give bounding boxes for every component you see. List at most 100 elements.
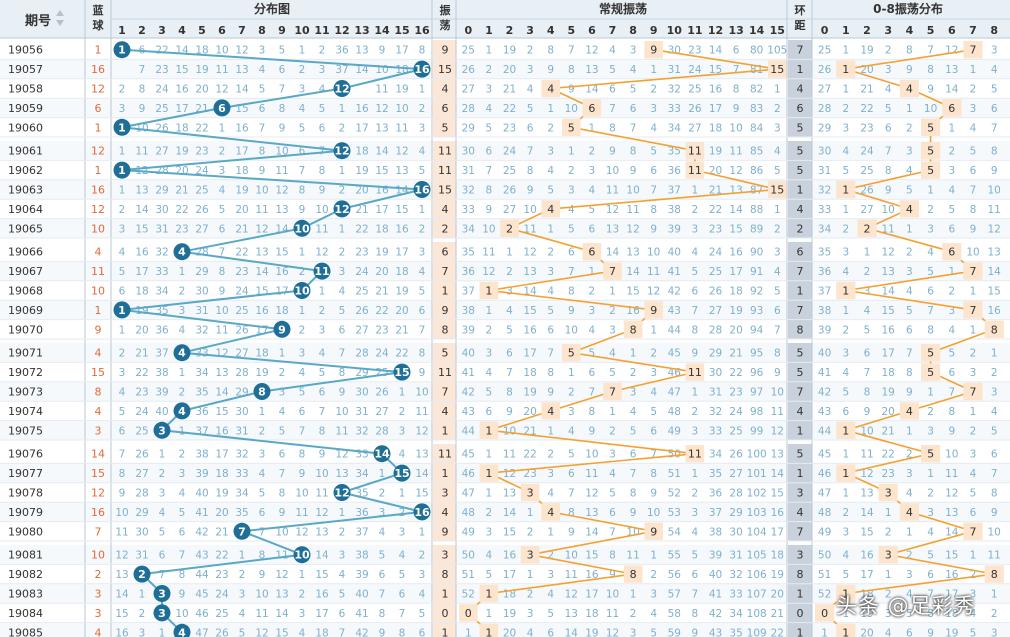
osc08-hit-value: 4 [906,506,913,519]
distribution-miss-cell: 22 [155,45,168,57]
ring-distance-cell: 7 [797,386,804,399]
osc08-miss-cell: 43 [818,406,831,418]
regular-miss-cell: 36 [462,266,476,278]
regular-miss-cell: 11 [585,468,598,480]
regular-miss-cell: 1 [547,223,554,235]
distribution-trend-line [181,227,303,253]
distribution-miss-cell: 20 [355,185,368,197]
osc08-miss-cell: 8 [927,324,934,336]
regular-miss-cell: 19 [503,45,516,57]
osc08-miss-cell: 10 [882,204,895,216]
distribution-miss-cell: 1 [299,305,306,317]
distribution-miss-cell: 3 [159,488,166,500]
osc08-miss-cell: 3 [991,627,998,637]
regular-miss-cell: 3 [692,425,699,437]
distribution-miss-cell: 22 [175,204,188,216]
amplitude-cell: 15 [438,184,452,197]
distribution-miss-cell: 14 [275,608,289,620]
osc08-miss-cell: 9 [906,387,913,399]
osc08-hit-cell [942,243,962,261]
distribution-miss-cell: 18 [375,223,388,235]
distribution-miss-cell: 5 [259,488,266,500]
distribution-miss-cell: 19 [195,64,208,76]
regular-miss-cell: 3 [774,247,781,259]
osc08-miss-cell: 1 [842,204,849,216]
regular-miss-cell: 30 [668,45,681,57]
regular-trend-line [509,227,593,253]
osc08-miss-cell: 4 [864,305,871,317]
distribution-miss-cell: 13 [215,367,228,379]
regular-miss-cell: 3 [650,103,657,115]
amplitude-cell-bg [433,381,456,402]
osc08-column-label: 2 [863,24,871,37]
osc08-miss-cell: 5 [842,569,849,581]
blue-ball-cell: 12 [91,83,105,96]
blue-ball-number: 3 [158,588,166,601]
regular-miss-cell: 1 [506,247,513,259]
regular-miss-cell: 2 [486,64,493,76]
osc08-miss-cell: 10 [924,103,937,115]
osc08-miss-cell: 1 [927,387,934,399]
distribution-miss-cell: 1 [139,589,146,601]
regular-miss-cell: 52 [462,589,475,601]
regular-miss-cell: 44 [668,324,682,336]
distribution-miss-cell: 10 [255,185,268,197]
osc08-miss-cell: 7 [948,387,955,399]
distribution-miss-cell: 11 [275,165,288,177]
osc08-miss-cell: 40 [818,348,831,360]
blue-ball-number: 8 [258,386,266,399]
regular-hit-value: 11 [688,448,702,461]
distribution-miss-cell: 24 [135,406,149,418]
osc08-miss-cell: 1 [970,550,977,562]
period-cell: 19067 [8,265,43,278]
distribution-miss-cell: 17 [275,286,288,298]
amplitude-cell: 1 [442,285,449,298]
regular-miss-cell: 8 [506,387,513,399]
regular-miss-cell: 37 [668,185,681,197]
table-row [0,502,1010,522]
distribution-miss-cell: 29 [195,266,208,278]
osc08-miss-cell: 52 [818,589,831,601]
distribution-miss-cell: 9 [299,468,306,480]
blue-ball-number: 6 [218,102,226,115]
regular-miss-cell: 16 [585,569,599,581]
distribution-miss-cell: 26 [375,387,389,399]
regular-miss-cell: 28 [462,103,475,115]
blue-ball-cell: 16 [91,63,105,76]
regular-miss-cell: 1 [630,589,637,601]
amplitude-cell: 3 [442,549,449,562]
osc08-miss-cell: 5 [864,324,871,336]
regular-miss-cell: 99 [750,425,763,437]
distribution-miss-cell: 20 [235,204,248,216]
regular-miss-cell: 4 [506,305,513,317]
ring-cell-bg [788,218,812,238]
distribution-miss-cell: 32 [355,425,368,437]
regular-miss-cell: 7 [589,387,596,399]
sort-arrows-icon[interactable] [56,10,64,26]
distribution-miss-cell: 14 [215,387,229,399]
distribution-miss-cell: 9 [299,204,306,216]
osc08-hit-cell [963,382,983,401]
osc08-miss-cell: 5 [927,266,934,278]
regular-column-label: 9 [650,24,658,37]
ring-cell-bg [788,98,812,118]
osc08-miss-cell: 3 [970,449,977,461]
regular-miss-cell: 4 [609,45,616,57]
osc08-hit-cell [921,445,941,463]
distribution-miss-cell: 5 [379,550,386,562]
regular-miss-cell: 3 [630,45,637,57]
regular-miss-cell: 28 [709,324,722,336]
regular-miss-cell: 16 [771,507,785,519]
osc08-miss-cell: 10 [966,247,979,259]
distribution-miss-cell: 45 [195,589,208,601]
distribution-miss-cell: 17 [395,45,408,57]
osc08-miss-cell: 2 [970,425,977,437]
distribution-miss-cell: 14 [375,146,389,158]
regular-miss-cell: 4 [630,406,637,418]
osc08-miss-cell: 5 [948,348,955,360]
regular-miss-cell: 6 [589,367,596,379]
distribution-miss-cell: 19 [215,488,228,500]
blue-ball-cell: 2 [95,568,102,581]
distribution-miss-cell: 44 [195,569,209,581]
regular-hit-value: 1 [485,467,492,480]
